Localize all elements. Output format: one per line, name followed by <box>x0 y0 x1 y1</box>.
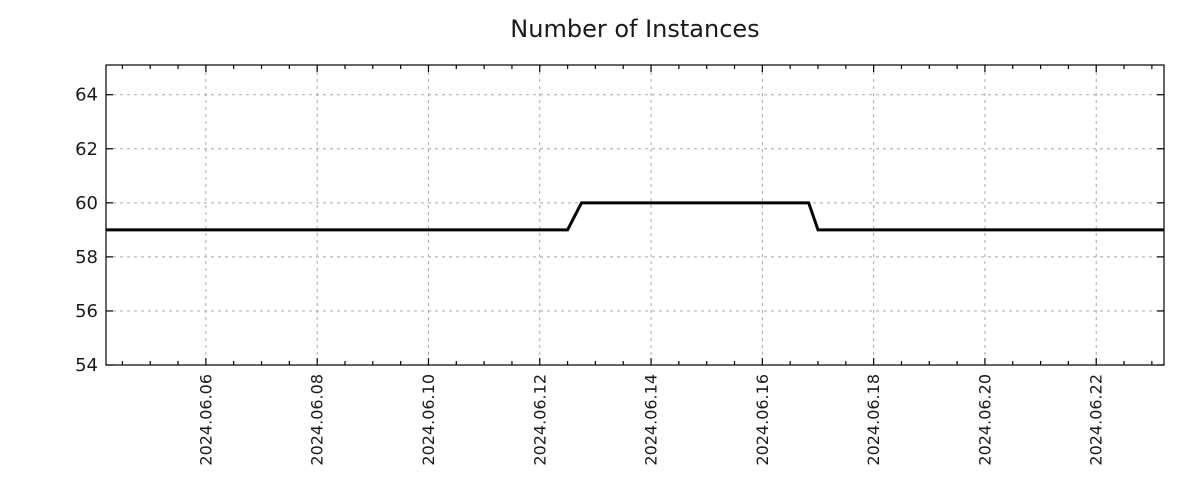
y-tick-label: 64 <box>75 85 98 106</box>
x-tick-label: 2024.06.08 <box>308 374 327 466</box>
x-tick-label: 2024.06.20 <box>975 374 994 466</box>
gridlines <box>106 65 1164 365</box>
axes <box>105 64 1165 366</box>
x-tick-label: 2024.06.18 <box>864 374 883 466</box>
x-tick-label: 2024.06.06 <box>196 374 215 466</box>
y-tick-label: 58 <box>75 247 98 268</box>
chart-title: Number of Instances <box>510 15 759 43</box>
y-tick-label: 62 <box>75 139 98 160</box>
x-tick-label: 2024.06.14 <box>642 374 661 466</box>
x-tick-label: 2024.06.10 <box>419 374 438 466</box>
x-tick-label: 2024.06.22 <box>1087 374 1106 466</box>
y-tick-label: 54 <box>75 355 98 376</box>
x-tick-label: 2024.06.16 <box>753 374 772 466</box>
y-tick-label: 56 <box>75 301 98 322</box>
data-series <box>106 201 1164 232</box>
y-tick-label: 60 <box>75 193 98 214</box>
series-line-instances <box>106 201 1164 232</box>
plot-border <box>105 64 1165 366</box>
x-tick-label: 2024.06.12 <box>530 374 549 466</box>
tick-labels: 54 56 58 60 62 64 2024.06.06 2024.06.08 2024.06.… <box>75 85 1106 466</box>
